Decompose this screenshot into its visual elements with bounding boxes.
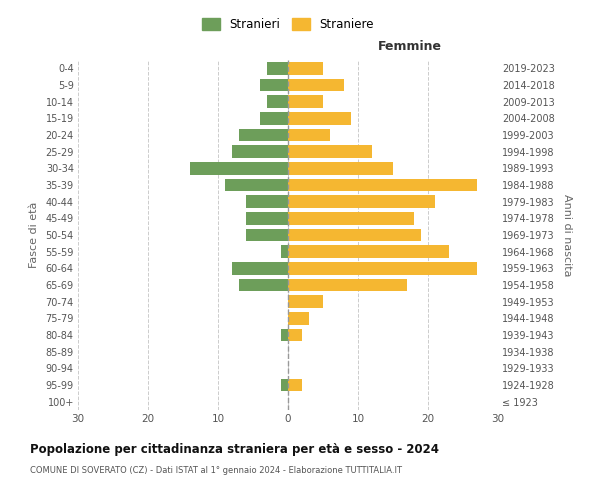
Bar <box>190 162 288 174</box>
Bar <box>267 62 288 74</box>
Bar <box>246 212 288 224</box>
Text: Femmine: Femmine <box>378 40 442 53</box>
Bar <box>288 262 477 274</box>
Bar <box>267 96 288 108</box>
Bar <box>288 179 477 192</box>
Bar <box>239 279 288 291</box>
Bar <box>288 162 393 174</box>
Legend: Stranieri, Straniere: Stranieri, Straniere <box>197 14 379 36</box>
Bar <box>288 279 407 291</box>
Bar <box>288 212 414 224</box>
Bar <box>225 179 288 192</box>
Bar <box>232 146 288 158</box>
Bar <box>239 129 288 141</box>
Bar <box>288 112 351 124</box>
Bar <box>288 146 372 158</box>
Bar <box>288 312 309 324</box>
Bar <box>288 229 421 241</box>
Bar <box>288 129 330 141</box>
Bar <box>246 196 288 208</box>
Bar <box>288 79 344 92</box>
Text: Popolazione per cittadinanza straniera per età e sesso - 2024: Popolazione per cittadinanza straniera p… <box>30 442 439 456</box>
Bar <box>288 296 323 308</box>
Bar <box>288 329 302 341</box>
Bar <box>288 196 435 208</box>
Bar <box>288 96 323 108</box>
Y-axis label: Anni di nascita: Anni di nascita <box>562 194 572 276</box>
Bar <box>281 379 288 391</box>
Bar <box>232 262 288 274</box>
Bar <box>246 229 288 241</box>
Bar <box>260 112 288 124</box>
Bar <box>281 246 288 258</box>
Bar <box>288 62 323 74</box>
Y-axis label: Fasce di età: Fasce di età <box>29 202 38 268</box>
Bar <box>281 329 288 341</box>
Bar <box>288 246 449 258</box>
Text: COMUNE DI SOVERATO (CZ) - Dati ISTAT al 1° gennaio 2024 - Elaborazione TUTTITALI: COMUNE DI SOVERATO (CZ) - Dati ISTAT al … <box>30 466 402 475</box>
Bar <box>288 379 302 391</box>
Bar <box>260 79 288 92</box>
